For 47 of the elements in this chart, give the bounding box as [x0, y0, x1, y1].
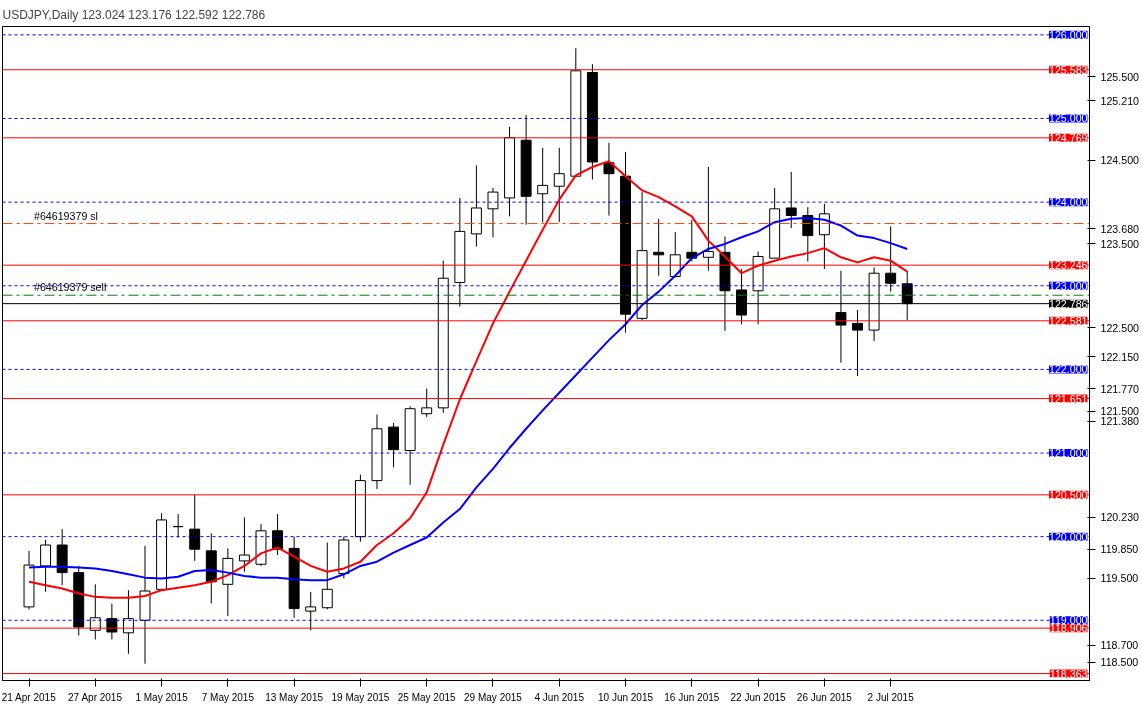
x-tick-label: 25 May 2015: [397, 691, 457, 703]
y-tick-label: 124.500: [1100, 154, 1140, 167]
x-tick-label: 21 Apr 2015: [1, 691, 57, 703]
y-tick-label: 123.680: [1100, 222, 1140, 235]
ref-line-label: 120.500: [1048, 488, 1088, 501]
ref-line-label: 125.000: [1048, 112, 1088, 125]
ref-line-label: 122.581: [1048, 314, 1088, 327]
y-tick-label: 120.230: [1100, 511, 1140, 524]
y-tick-label: 123.500: [1100, 237, 1140, 250]
x-tick-label: 1 May 2015: [135, 691, 189, 703]
x-tick-label: 22 Jun 2015: [730, 691, 787, 703]
x-tick-label: 4 Jun 2015: [534, 691, 585, 703]
y-tick-label: 119.850: [1100, 543, 1139, 556]
ref-line-label: 124.000: [1048, 196, 1088, 209]
y-tick-label: 121.500: [1100, 405, 1140, 418]
ref-line-label: 123.000: [1048, 279, 1088, 292]
ref-line-label: 122.000: [1048, 363, 1088, 376]
y-tick-label: 122.500: [1100, 321, 1140, 334]
x-tick-label: 26 Jun 2015: [796, 691, 853, 703]
ref-line-label: 124.769: [1048, 131, 1088, 144]
y-tick-label: 125.210: [1100, 94, 1140, 107]
ref-line-label: #64619379 sl: [33, 209, 98, 222]
y-tick-label: 119.500: [1100, 572, 1139, 585]
chart-title: USDJPY,Daily 123.024 123.176 122.592 122.786: [2, 7, 266, 22]
x-tick-label: 16 Jun 2015: [664, 691, 720, 703]
y-tick-label: 125.500: [1100, 70, 1140, 83]
y-tick-label: 121.380: [1100, 415, 1140, 428]
ref-line-label: 118.363: [1049, 667, 1088, 680]
ref-line-label: 126.000: [1048, 28, 1088, 41]
y-tick-label: 118.700: [1100, 639, 1139, 652]
ref-line-label: 122.786: [1048, 297, 1088, 310]
ref-line-label: 125.583: [1048, 63, 1088, 76]
ref-line-label: #64619379 sell: [33, 281, 107, 294]
y-tick-label: 121.770: [1100, 382, 1140, 395]
ref-line-label: 121.000: [1048, 447, 1088, 460]
ref-line-label: 121.651: [1048, 392, 1088, 405]
x-tick-label: 10 Jun 2015: [598, 691, 654, 703]
x-tick-label: 2 Jul 2015: [867, 691, 915, 703]
x-tick-label: 19 May 2015: [331, 691, 390, 703]
ref-line-label: 120.000: [1048, 530, 1088, 543]
y-tick-label: 118.500: [1100, 656, 1139, 669]
x-tick-label: 29 May 2015: [464, 691, 523, 703]
x-tick-label: 13 May 2015: [265, 691, 324, 703]
y-tick-label: 122.150: [1100, 350, 1140, 363]
ref-line-label: 123.246: [1048, 259, 1088, 272]
x-tick-label: 27 Apr 2015: [68, 691, 123, 703]
x-tick-label: 7 May 2015: [201, 691, 255, 703]
